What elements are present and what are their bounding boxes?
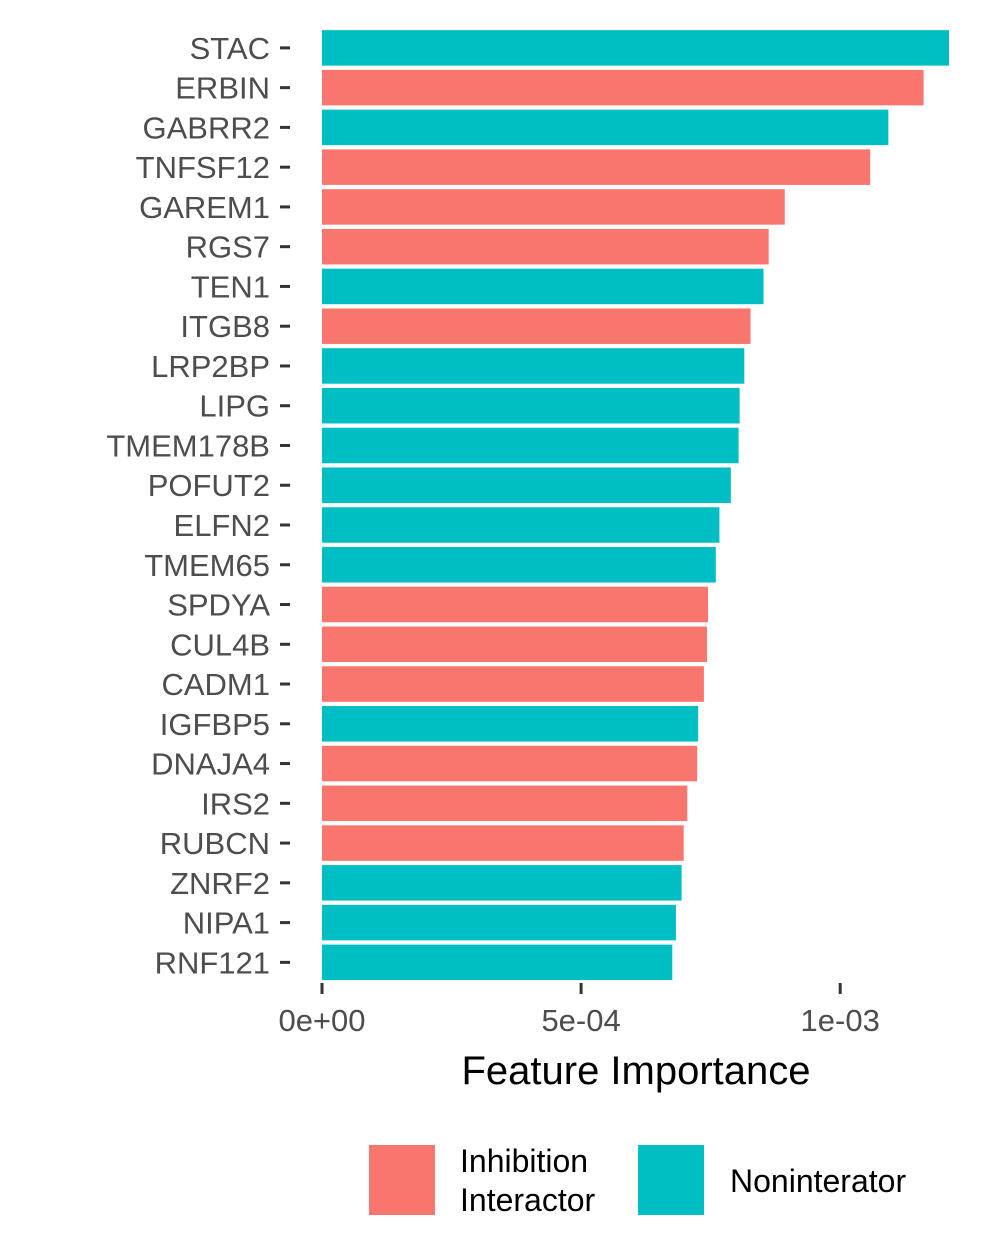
y-tick-label-itgb8: ITGB8: [180, 309, 270, 344]
y-tick-label-irs2: IRS2: [201, 786, 270, 821]
y-tick-label-rnf121: RNF121: [155, 945, 270, 980]
bar-lipg: [322, 387, 740, 424]
legend-label-inhibition-interactor: Interactor: [460, 1182, 596, 1218]
bar-gabrr2: [322, 109, 889, 146]
bar-tnfsf12: [322, 149, 871, 185]
bar-igfbp5: [322, 706, 699, 742]
y-tick-label-cadm1: CADM1: [161, 667, 270, 702]
y-tick-label-cul4b: CUL4B: [170, 627, 270, 662]
y-tick-label-ten1: TEN1: [191, 269, 270, 304]
bar-lrp2bp: [322, 348, 745, 384]
y-tick-label-tmem65: TMEM65: [144, 548, 270, 583]
x-tick-label: 1e-03: [801, 1003, 880, 1038]
y-tick-label-lrp2bp: LRP2BP: [151, 349, 270, 384]
y-tick-label-dnaja4: DNAJA4: [151, 747, 270, 782]
x-axis-title: Feature Importance: [461, 1049, 810, 1093]
legend-key-inhibition-interactor: [367, 1143, 437, 1217]
bar-rnf121: [322, 944, 673, 981]
legend-label-noninterator: Noninterator: [730, 1163, 906, 1199]
bar-stac: [322, 30, 949, 66]
y-tick-label-tnfsf12: TNFSF12: [136, 150, 270, 185]
bar-rgs7: [322, 228, 769, 265]
y-tick-label-erbin: ERBIN: [175, 71, 270, 106]
bar-dnaja4: [322, 745, 698, 782]
bar-erbin: [322, 69, 924, 106]
bar-cadm1: [322, 666, 704, 702]
bar-pofut2: [322, 467, 731, 503]
bar-tmem65: [322, 547, 716, 583]
y-tick-label-spdya: SPDYA: [167, 588, 270, 623]
y-tick-label-rubcn: RUBCN: [160, 826, 270, 861]
bar-tmem178b: [322, 427, 739, 464]
y-tick-label-igfbp5: IGFBP5: [160, 707, 270, 742]
y-tick-label-tmem178b: TMEM178B: [106, 428, 270, 463]
y-tick-label-gabrr2: GABRR2: [143, 110, 270, 145]
bar-spdya: [322, 586, 709, 623]
y-tick-label-rgs7: RGS7: [186, 230, 270, 265]
x-axis: 0e+00 5e-04 1e-03: [278, 983, 880, 1038]
bars-layer: [322, 30, 949, 981]
bar-cul4b: [322, 626, 708, 663]
y-tick-label-nipa1: NIPA1: [183, 906, 270, 941]
legend-label-inhibition-interactor: Inhibition: [460, 1143, 588, 1179]
y-tick-label-stac: STAC: [190, 31, 270, 66]
y-tick-label-elfn2: ELFN2: [174, 508, 270, 543]
x-tick-label: 0e+00: [278, 1003, 365, 1038]
bar-itgb8: [322, 308, 751, 344]
bar-garem1: [322, 189, 785, 225]
bar-nipa1: [322, 904, 676, 941]
bar-ten1: [322, 268, 764, 305]
x-tick-label: 5e-04: [541, 1003, 620, 1038]
legend-key-noninterator: [636, 1143, 706, 1217]
bar-rubcn: [322, 825, 684, 861]
bar-elfn2: [322, 507, 720, 543]
bar-irs2: [322, 785, 688, 822]
y-axis: STAC ERBIN GABRR2 TNFSF12 GAREM1 RGS7 TEN1 ITGB…: [106, 31, 290, 980]
y-tick-label-znrf2: ZNRF2: [170, 866, 270, 901]
y-tick-label-pofut2: POFUT2: [148, 468, 270, 503]
y-tick-label-lipg: LIPG: [199, 389, 270, 424]
y-tick-label-garem1: GAREM1: [139, 190, 270, 225]
bar-znrf2: [322, 865, 682, 901]
